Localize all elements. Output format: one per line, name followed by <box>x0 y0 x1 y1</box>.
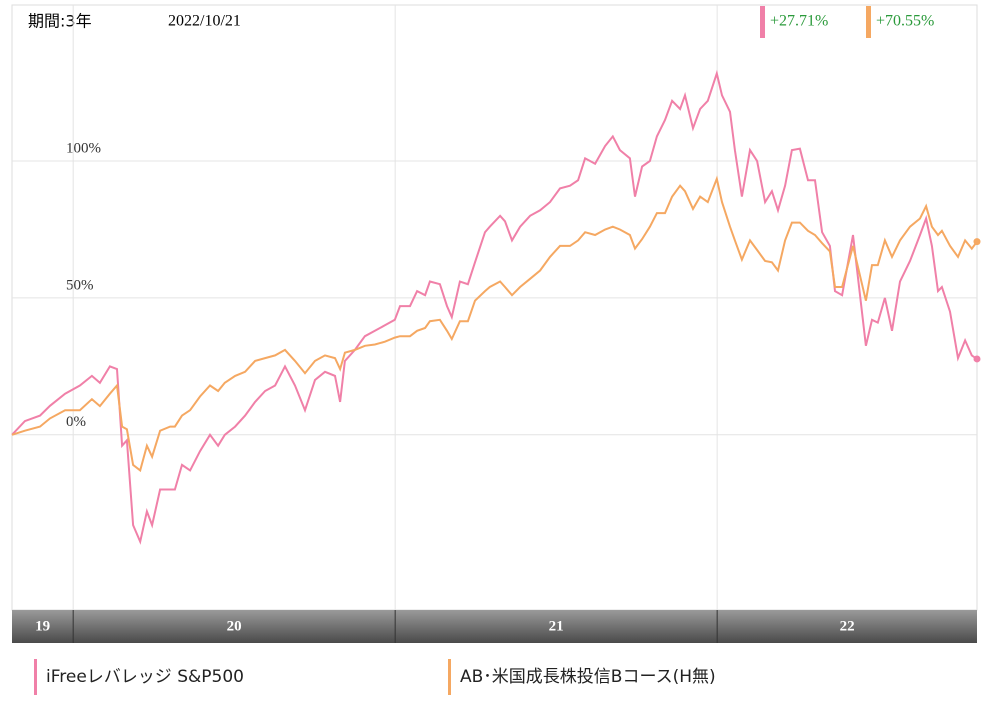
legend-label: iFreeレバレッジ S&P500 <box>46 667 244 687</box>
line <box>11 175 978 473</box>
x-tick-label: 21 <box>549 618 564 634</box>
legend-label: AB･米国成長株投信Bコース(H無) <box>460 667 716 687</box>
y-tick-label: 50% <box>66 277 94 293</box>
legend-swatch <box>448 659 451 695</box>
legend-swatch <box>34 659 37 695</box>
date-label: 2022/10/21 <box>168 13 241 30</box>
x-tick-label: 19 <box>35 618 50 634</box>
end-label: +27.71% <box>770 13 828 30</box>
end-marker <box>973 355 981 363</box>
plot-area <box>11 4 978 611</box>
x-tick-label: 22 <box>840 618 855 634</box>
end-label: +70.55% <box>876 13 934 30</box>
period-label: 期間:3年 <box>28 12 92 31</box>
end-label-swatch <box>866 6 871 38</box>
end-marker <box>973 238 981 246</box>
y-tick-label: 0% <box>66 414 86 430</box>
y-tick-label: 100% <box>66 140 101 156</box>
end-label-swatch <box>760 6 765 38</box>
x-axis-band <box>12 610 977 643</box>
x-tick-label: 20 <box>227 618 242 634</box>
